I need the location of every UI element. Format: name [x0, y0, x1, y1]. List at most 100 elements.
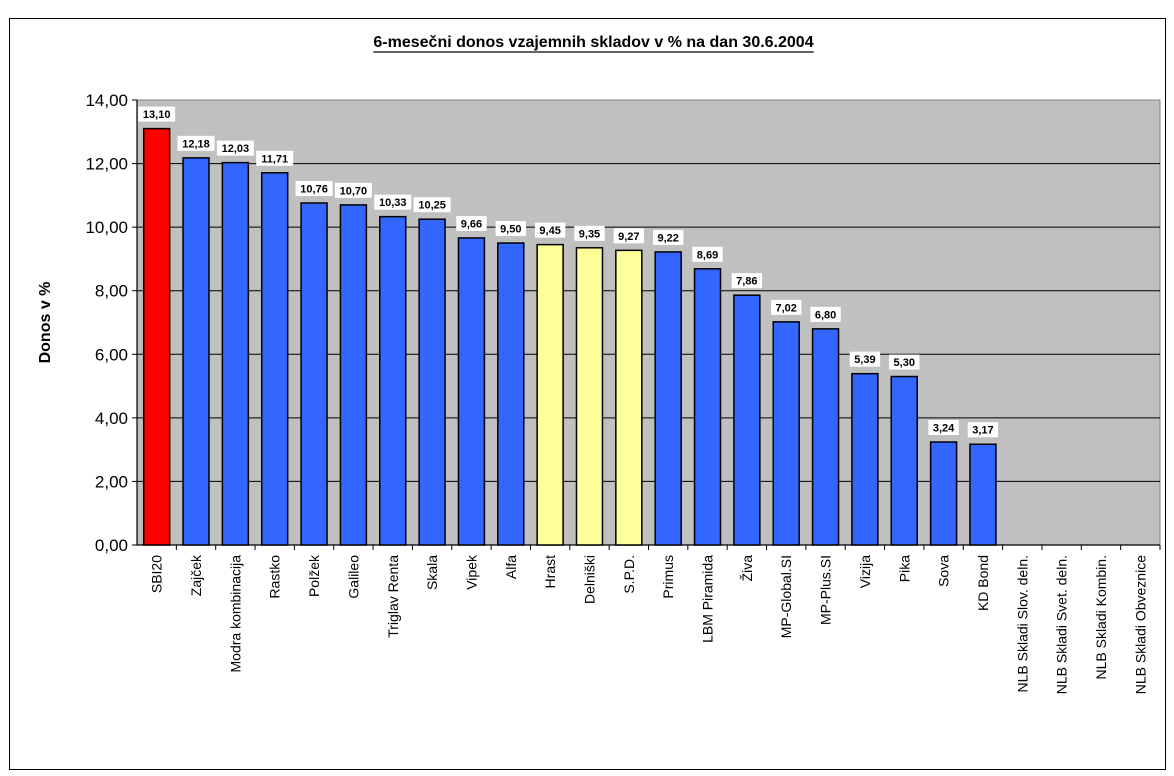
data-label-bg: [216, 140, 254, 156]
plot-area: [136, 99, 1161, 546]
x-tick-label: Polžek: [306, 554, 322, 597]
bar: [142, 127, 171, 546]
data-label-bg: [613, 228, 645, 244]
data-label-bg: [771, 299, 802, 315]
data-label: 3,24: [933, 423, 955, 435]
y-axis-label: Donos v %: [37, 282, 54, 364]
y-tick-label: 2,00: [95, 472, 128, 491]
x-tick-label: NLB Skladi Kombin.: [1093, 555, 1109, 680]
x-tick-label: MP-Global.SI: [778, 555, 794, 638]
data-label: 6,80: [815, 309, 836, 321]
x-tick-label: NLB Skladi Obveznice: [1132, 555, 1148, 695]
x-tick-label: Živa: [739, 555, 755, 582]
data-label: 12,18: [182, 138, 210, 150]
x-tick-label: Sova: [936, 555, 952, 587]
data-label-bg: [138, 106, 176, 122]
y-tick-label: 10,00: [85, 218, 128, 237]
data-label-bg: [295, 180, 333, 196]
data-label: 5,39: [854, 354, 875, 366]
data-label: 9,45: [539, 225, 560, 237]
chart-title: 6-mesečni donos vzajemnih skladov v % na…: [373, 34, 813, 51]
data-label: 9,22: [657, 232, 678, 244]
bar: [890, 375, 918, 546]
x-tick-label: Primus: [660, 555, 676, 599]
x-tick-label: Delniški: [581, 555, 597, 604]
x-tick-label: Triglav Renta: [385, 555, 401, 638]
x-tick-label: Zajček: [188, 554, 204, 596]
data-label-bg: [574, 225, 605, 241]
x-tick-label: Galileo: [345, 555, 361, 599]
data-label: 12,03: [222, 143, 250, 155]
data-label-bg: [177, 135, 215, 151]
y-tick-label: 0,00: [95, 536, 128, 555]
x-tick-label: KD Bond: [975, 555, 991, 611]
bar: [851, 372, 879, 546]
data-label-bg: [967, 422, 999, 438]
bar: [575, 247, 604, 546]
x-tick-label: MP-Plus.SI: [818, 555, 834, 625]
x-tick-label: NLB Skladi Slov. deln.: [1014, 555, 1030, 692]
bar: [929, 441, 958, 546]
x-tick-label: S.P.D.: [621, 555, 637, 594]
x-tick-label: Alfa: [503, 555, 519, 579]
data-label: 9,66: [461, 218, 482, 230]
data-label: 3,17: [972, 425, 993, 437]
data-label-bg: [692, 246, 723, 262]
x-tick-label: Pika: [896, 555, 912, 582]
data-label-bg: [652, 229, 684, 245]
bar: [969, 443, 997, 546]
data-label: 8,69: [697, 249, 718, 261]
data-label: 10,76: [300, 183, 328, 195]
y-tick-label: 4,00: [95, 409, 128, 428]
bar: [733, 294, 761, 546]
bar: [615, 249, 643, 546]
data-label: 11,71: [261, 153, 288, 165]
bar: [300, 202, 328, 546]
x-tick-label: Rastko: [267, 555, 283, 599]
x-tick-label: Modra kombinacija: [227, 555, 243, 673]
data-label: 7,86: [736, 276, 757, 288]
bar: [260, 172, 289, 546]
bar: [182, 157, 210, 546]
data-label: 9,50: [500, 224, 521, 236]
data-label-bg: [413, 197, 451, 213]
data-label: 13,10: [143, 109, 171, 121]
data-label: 10,33: [379, 197, 407, 209]
data-label: 5,30: [894, 357, 915, 369]
bar: [497, 242, 525, 546]
y-tick-label: 8,00: [95, 282, 128, 301]
bar: [379, 215, 407, 546]
x-tick-label: SBI20: [149, 555, 165, 593]
data-label-bg: [334, 182, 372, 198]
bar: [772, 321, 800, 546]
x-tick-label: Vipek: [463, 554, 479, 590]
bar: [693, 268, 722, 546]
data-label-bg: [495, 221, 526, 237]
bar: [221, 161, 250, 546]
bar: [339, 204, 368, 546]
data-label-bg: [256, 150, 294, 166]
x-tick-label: Hrast: [542, 555, 558, 589]
bar: [418, 218, 446, 546]
y-tick-label: 14,00: [85, 91, 128, 110]
data-label: 9,35: [579, 228, 600, 240]
x-tick-label: NLB Skladi Svet. deln.: [1054, 555, 1070, 694]
data-label: 7,02: [776, 302, 797, 314]
x-tick-label: Vizija: [857, 555, 873, 588]
bar: [536, 243, 564, 546]
data-label-bg: [889, 354, 920, 370]
y-tick-label: 12,00: [85, 155, 128, 174]
data-label: 10,25: [418, 200, 446, 212]
bar: [457, 237, 486, 546]
data-label: 9,27: [618, 231, 639, 243]
x-tick-label: LBM Piramida: [700, 555, 716, 643]
data-label-bg: [810, 306, 841, 322]
data-label-bg: [849, 351, 881, 367]
data-label-bg: [928, 420, 959, 436]
data-label-bg: [456, 215, 487, 231]
bar: [811, 328, 840, 546]
data-label-bg: [731, 273, 763, 289]
data-label-bg: [534, 222, 566, 238]
data-label: 10,70: [340, 185, 368, 197]
